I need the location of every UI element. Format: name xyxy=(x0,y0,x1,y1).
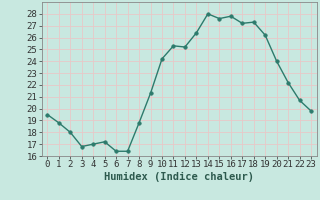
X-axis label: Humidex (Indice chaleur): Humidex (Indice chaleur) xyxy=(104,172,254,182)
